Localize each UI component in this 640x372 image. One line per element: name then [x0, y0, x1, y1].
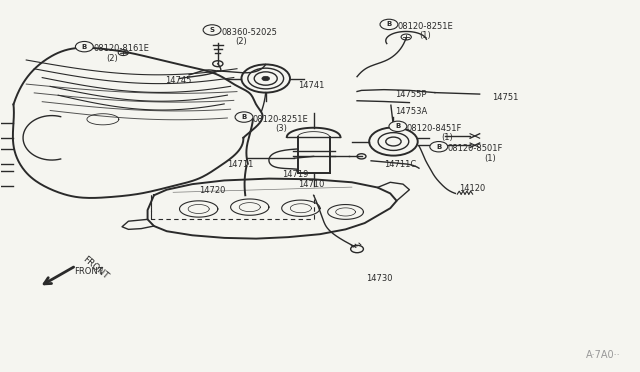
- Text: 14711C: 14711C: [384, 160, 416, 169]
- Text: B: B: [396, 124, 401, 129]
- Text: 08120-8451F: 08120-8451F: [407, 124, 462, 133]
- Text: 14720: 14720: [198, 186, 225, 195]
- Text: 14120: 14120: [460, 185, 486, 193]
- Text: FRONT: FRONT: [74, 267, 103, 276]
- Circle shape: [380, 19, 398, 30]
- Text: 14730: 14730: [366, 274, 392, 283]
- Text: (2): (2): [235, 37, 247, 46]
- Text: 14710: 14710: [298, 180, 324, 189]
- Circle shape: [262, 76, 269, 81]
- Text: 08120-8161E: 08120-8161E: [93, 44, 149, 53]
- Circle shape: [430, 141, 448, 152]
- Text: (1): (1): [442, 133, 453, 142]
- Text: FRONT: FRONT: [81, 255, 109, 282]
- Text: 08120-8251E: 08120-8251E: [398, 22, 454, 31]
- Text: 14755P: 14755P: [396, 90, 427, 99]
- Text: A·7A0··: A·7A0··: [586, 350, 620, 360]
- Text: B: B: [387, 22, 392, 28]
- Text: 14741: 14741: [298, 81, 324, 90]
- Text: (1): (1): [419, 31, 431, 41]
- Text: 14711: 14711: [227, 160, 254, 169]
- Text: 14751: 14751: [492, 93, 519, 102]
- Text: B: B: [241, 114, 246, 120]
- Text: 14745: 14745: [166, 76, 192, 85]
- Text: 08120-8251E: 08120-8251E: [253, 115, 308, 124]
- Text: 14719: 14719: [282, 170, 308, 179]
- Circle shape: [389, 121, 407, 132]
- Text: (1): (1): [484, 154, 496, 163]
- Text: (2): (2): [106, 54, 118, 62]
- Text: S: S: [209, 27, 214, 33]
- Text: 14753A: 14753A: [396, 108, 428, 116]
- Text: B: B: [82, 44, 87, 49]
- Circle shape: [203, 25, 221, 35]
- Circle shape: [235, 112, 253, 122]
- Text: B: B: [436, 144, 442, 150]
- Text: 08120-8501F: 08120-8501F: [448, 144, 503, 153]
- Text: 08360-52025: 08360-52025: [221, 28, 277, 37]
- Text: (3): (3): [275, 124, 287, 133]
- Circle shape: [76, 41, 93, 52]
